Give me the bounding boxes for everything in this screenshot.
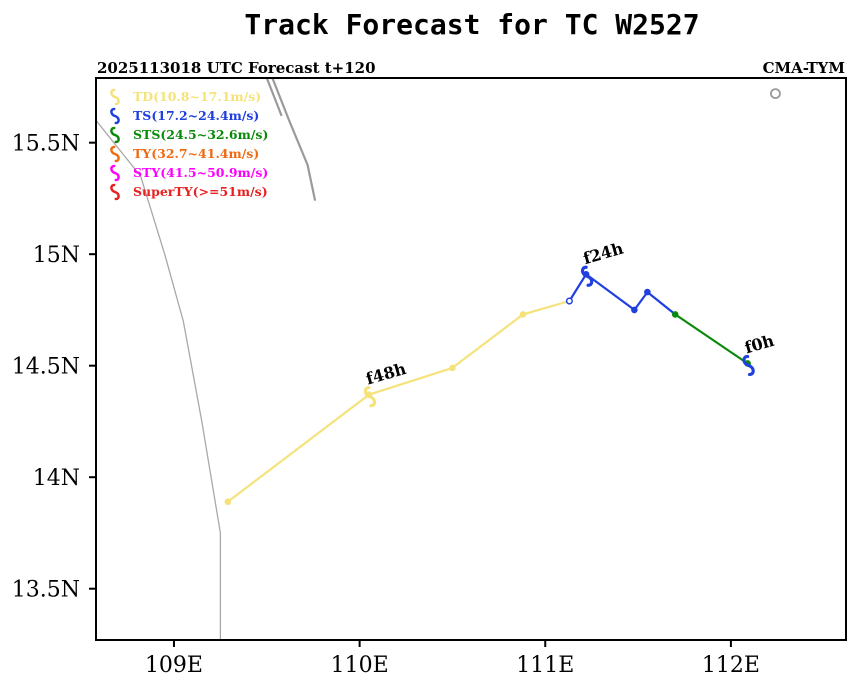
legend-entry: STS(24.5~32.6m/s): [133, 127, 268, 142]
track-point: [631, 306, 638, 314]
legend-cyclone-icon: [110, 164, 120, 182]
track-point: [224, 498, 232, 506]
x-tick-label: 112E: [702, 653, 760, 678]
legend-entry: SuperTY(>=51m/s): [133, 184, 268, 199]
cyclone-icon: [580, 265, 594, 287]
y-tick-label: 15N: [33, 243, 80, 268]
legend-cyclone-icon: [110, 88, 120, 106]
track-segment-ts: [568, 273, 676, 316]
marker-layer: [224, 270, 751, 506]
chart-title: Track Forecast for TC W2527: [244, 8, 699, 41]
coastline-1: [271, 78, 317, 201]
model-name-label: CMA-TYM: [763, 59, 845, 77]
x-tick-label: 110E: [331, 653, 389, 678]
coastline-2: [265, 78, 283, 117]
track-point: [671, 311, 679, 318]
forecast-time-label: 2025113018 UTC Forecast t+120: [97, 59, 376, 77]
track-point: [449, 364, 456, 372]
legend-cyclone-icon: [110, 183, 120, 201]
legend-cyclone-icon: [110, 126, 120, 144]
x-tick-label: 109E: [145, 653, 203, 678]
axes: 109E 110E 111E 112E 13.5N 14N 14.5N 15N 15.5N: [12, 132, 760, 678]
coastline-layer: [96, 78, 781, 640]
island-marker: [770, 88, 781, 100]
y-tick-label: 15.5N: [12, 132, 80, 157]
track-segment-sts: [674, 313, 749, 365]
cyclone-icon: [363, 386, 377, 408]
coastline-0: [96, 119, 222, 640]
track-point: [644, 288, 651, 296]
legend: TD(10.8~17.1m/s) TS(17.2~24.4m/s) STS(24.5…: [110, 88, 268, 201]
legend-entry: TY(32.7~41.4m/s): [133, 146, 259, 161]
forecast-hour-label: f0h: [742, 331, 776, 358]
plot-frame: [95, 77, 847, 641]
forecast-hour-label: f24h: [581, 238, 626, 268]
legend-cyclone-icon: [110, 145, 120, 163]
x-tick-label: 111E: [516, 653, 574, 678]
track-point: [519, 311, 527, 318]
y-tick-label: 13.5N: [12, 578, 80, 603]
y-tick-label: 14N: [33, 466, 80, 491]
legend-entry: TD(10.8~17.1m/s): [133, 89, 261, 104]
legend-cyclone-icon: [110, 107, 120, 125]
y-tick-label: 14.5N: [12, 355, 80, 380]
legend-entry: TS(17.2~24.4m/s): [133, 108, 259, 123]
legend-entry: STY(41.5~50.9m/s): [133, 165, 268, 180]
track-segment-td: [227, 299, 570, 503]
cyclone-icon: [742, 354, 755, 377]
track-layer: [227, 273, 749, 503]
track-point: [565, 297, 573, 305]
